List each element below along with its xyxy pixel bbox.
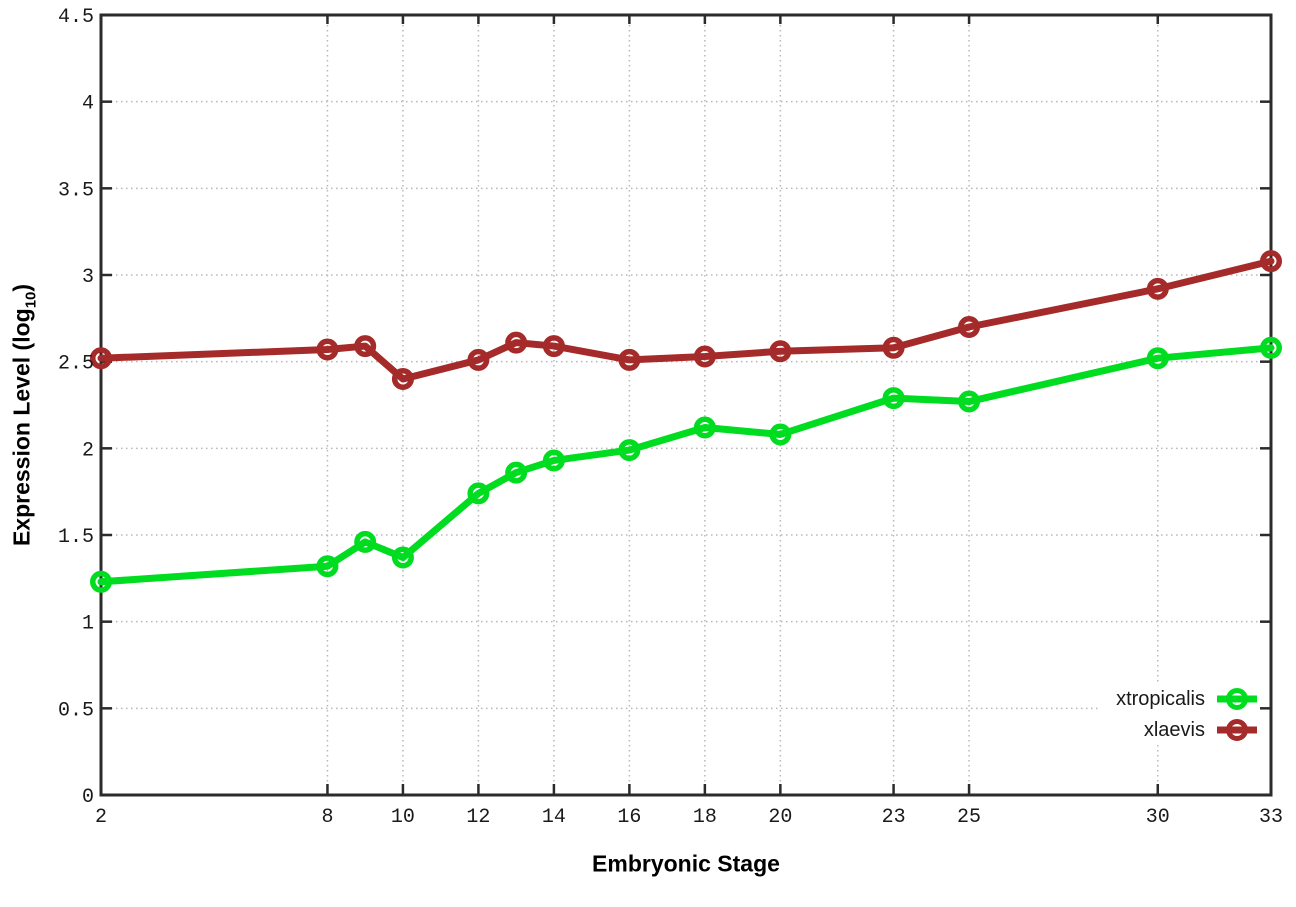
legend-label: xtropicalis	[1116, 688, 1205, 710]
legend-label: xlaevis	[1143, 719, 1205, 741]
x-tick-label: 23	[882, 806, 906, 829]
y-tick-label: 2.5	[58, 353, 94, 376]
legend-item-xlaevis: xlaevis	[1116, 717, 1257, 743]
data-point-xtropicalis	[618, 439, 641, 462]
x-tick-label: 20	[768, 806, 792, 829]
data-point-xlaevis	[618, 348, 641, 371]
data-point-xlaevis	[316, 338, 339, 361]
data-point-xtropicalis	[90, 570, 112, 593]
y-axis-label: Expression Level (log10)	[9, 284, 40, 546]
data-point-xtropicalis	[882, 387, 905, 410]
legend-item-xtropicalis: xtropicalis	[1116, 686, 1257, 712]
data-point-xtropicalis	[958, 390, 981, 413]
legend-marker-xlaevis	[1217, 717, 1257, 743]
data-point-xtropicalis	[354, 530, 377, 553]
y-tick-label: 1.5	[58, 526, 94, 549]
data-point-xtropicalis	[391, 546, 414, 569]
y-axis-label-close: )	[8, 283, 35, 292]
data-point-xtropicalis	[693, 416, 716, 439]
x-tick-label: 16	[617, 806, 641, 829]
y-tick-label: 3.5	[58, 179, 94, 202]
data-point-xlaevis	[354, 335, 377, 358]
x-tick-label: 33	[1259, 806, 1283, 829]
legend-marker-xtropicalis	[1217, 686, 1257, 712]
legend: xtropicalis xlaevis	[1100, 684, 1259, 745]
plot-border	[99, 13, 1273, 797]
x-tick-label: 12	[466, 806, 490, 829]
data-point-xlaevis	[1260, 250, 1282, 273]
data-point-xlaevis	[542, 335, 565, 358]
data-point-xlaevis	[882, 336, 905, 359]
data-point-xlaevis	[769, 340, 792, 363]
data-point-xtropicalis	[542, 449, 565, 472]
data-point-xlaevis	[693, 345, 716, 368]
y-tick-label: 3	[82, 266, 94, 289]
data-point-xtropicalis	[316, 555, 339, 578]
data-point-xtropicalis	[1146, 347, 1169, 370]
data-point-xtropicalis	[467, 482, 490, 505]
data-point-xlaevis	[391, 368, 414, 390]
series-marker-icon	[1226, 688, 1248, 710]
series-marker-icon	[1226, 719, 1248, 741]
series-line-xtropicalis	[97, 344, 1275, 586]
x-tick-label: 10	[391, 806, 415, 829]
data-point-xlaevis	[958, 316, 981, 338]
data-point-xtropicalis	[1260, 336, 1282, 359]
y-tick-label: 0	[82, 786, 94, 809]
y-axis-label-subscript: 10	[22, 291, 40, 309]
y-tick-label: 4.5	[58, 6, 94, 29]
x-tick-label: 8	[321, 806, 333, 829]
data-point-xlaevis	[1146, 277, 1169, 300]
data-point-xtropicalis	[769, 423, 792, 446]
y-tick-label: 2	[82, 439, 94, 462]
x-tick-label: 25	[957, 806, 981, 829]
data-point-xlaevis	[505, 331, 528, 354]
y-tick-label: 4	[82, 93, 94, 116]
x-tick-label: 14	[542, 806, 566, 829]
data-point-xlaevis	[467, 348, 490, 371]
x-tick-label: 18	[693, 806, 717, 829]
y-tick-label: 1	[82, 613, 94, 636]
x-axis-label: Embryonic Stage	[592, 850, 780, 877]
y-tick-label: 0.5	[58, 699, 94, 722]
x-tick-label: 30	[1146, 806, 1170, 829]
y-axis-label-text: Expression Level (log	[8, 308, 35, 547]
data-point-xlaevis	[90, 347, 112, 370]
x-tick-label: 2	[95, 806, 107, 829]
data-point-xtropicalis	[505, 461, 528, 484]
